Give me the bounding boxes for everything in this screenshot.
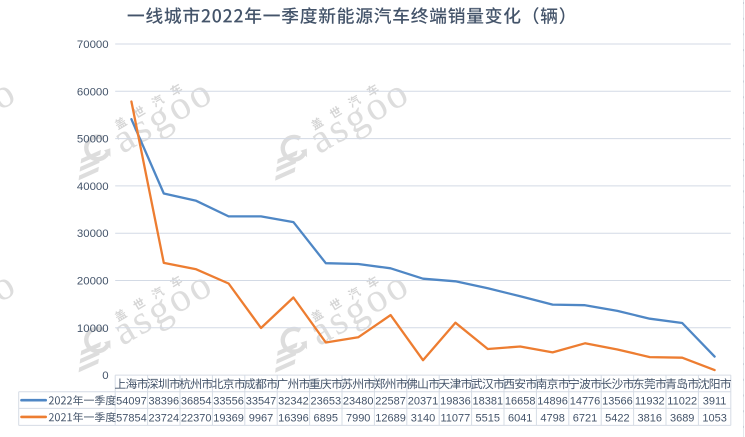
svg-text:23480: 23480 (343, 396, 374, 408)
svg-text:36854: 36854 (181, 396, 212, 408)
svg-text:3140: 3140 (411, 413, 435, 425)
svg-text:6041: 6041 (508, 413, 532, 425)
svg-text:33547: 33547 (246, 396, 277, 408)
svg-text:3816: 3816 (638, 413, 662, 425)
svg-text:19836: 19836 (440, 396, 471, 408)
svg-text:22370: 22370 (181, 413, 212, 425)
svg-text:70000: 70000 (77, 39, 109, 51)
svg-text:50000: 50000 (77, 134, 109, 146)
svg-text:1053: 1053 (702, 413, 726, 425)
svg-text:18381: 18381 (473, 396, 504, 408)
svg-text:9967: 9967 (249, 413, 273, 425)
svg-text:16658: 16658 (505, 396, 536, 408)
svg-text:5515: 5515 (476, 413, 500, 425)
svg-text:11077: 11077 (441, 413, 471, 425)
svg-text:0: 0 (102, 370, 108, 382)
svg-text:3911: 3911 (703, 396, 727, 408)
svg-text:5422: 5422 (605, 413, 629, 425)
svg-text:16396: 16396 (278, 413, 309, 425)
svg-text:23724: 23724 (149, 413, 180, 425)
svg-text:33556: 33556 (213, 396, 244, 408)
svg-text:14776: 14776 (570, 396, 601, 408)
svg-text:10000: 10000 (77, 323, 109, 335)
svg-text:20000: 20000 (77, 276, 109, 288)
svg-text:60000: 60000 (77, 86, 109, 98)
svg-text:6721: 6721 (573, 413, 597, 425)
svg-text:13566: 13566 (602, 396, 633, 408)
svg-text:11022: 11022 (667, 396, 697, 408)
svg-text:19369: 19369 (213, 413, 244, 425)
svg-text:23653: 23653 (311, 396, 342, 408)
svg-text:22587: 22587 (375, 396, 406, 408)
svg-text:14896: 14896 (537, 396, 568, 408)
svg-text:20371: 20371 (408, 396, 439, 408)
svg-text:4798: 4798 (540, 413, 564, 425)
svg-text:57854: 57854 (116, 413, 147, 425)
svg-text:54097: 54097 (116, 396, 147, 408)
svg-text:32342: 32342 (278, 396, 309, 408)
svg-text:40000: 40000 (77, 181, 109, 193)
svg-text:30000: 30000 (77, 228, 109, 240)
svg-text:7990: 7990 (346, 413, 370, 425)
svg-text:3689: 3689 (670, 413, 694, 425)
svg-text:12689: 12689 (375, 413, 406, 425)
svg-text:6895: 6895 (314, 413, 338, 425)
svg-text:11932: 11932 (635, 396, 665, 408)
svg-text:38396: 38396 (149, 396, 180, 408)
